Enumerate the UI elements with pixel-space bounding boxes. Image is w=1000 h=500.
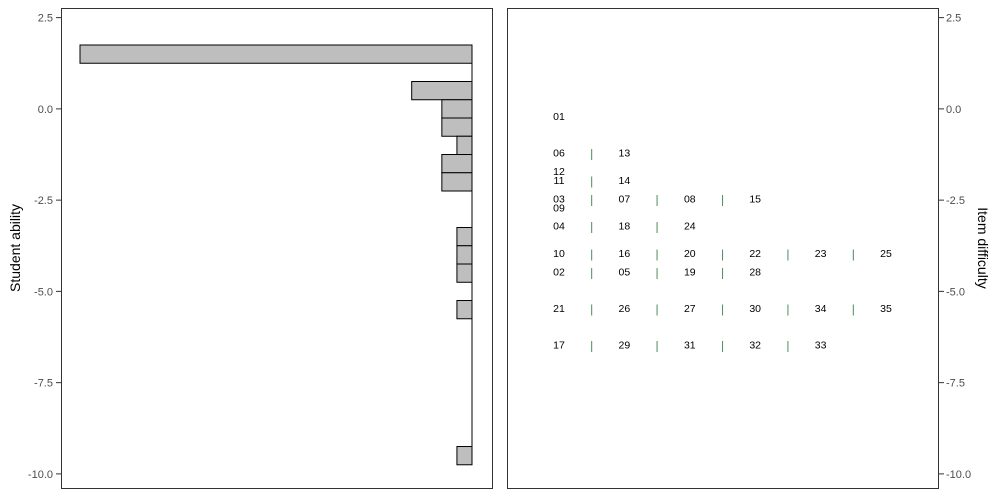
item-label-11: 11 xyxy=(554,175,565,187)
item-label-06: 06 xyxy=(553,148,565,160)
item-label-01: 01 xyxy=(553,111,565,123)
item-label-02: 02 xyxy=(553,266,565,278)
right-tick-label-5: -10.0 xyxy=(946,469,971,481)
right-y-axis: 2.5 0.0 -2.5 -5.0 -7.5 -10.0 xyxy=(938,13,971,481)
item-label-30: 30 xyxy=(749,303,761,315)
histogram-bar-5 xyxy=(441,154,473,174)
item-label-25: 25 xyxy=(880,248,892,260)
item-label-21: 21 xyxy=(553,303,565,315)
item-label-03: 03 xyxy=(553,193,565,205)
ability-histogram xyxy=(79,44,473,466)
item-separator: | xyxy=(590,302,593,316)
right-tick-label-2: -2.5 xyxy=(946,195,965,207)
item-separator: | xyxy=(786,338,789,352)
histogram-bar-1 xyxy=(411,81,473,101)
right-y-axis-label: Item difficulty xyxy=(975,207,991,288)
item-separator: | xyxy=(656,265,659,279)
item-separator: | xyxy=(590,174,593,188)
left-tick-label-2: -2.5 xyxy=(34,195,53,207)
item-label-17: 17 xyxy=(553,339,565,351)
left-panel-frame xyxy=(61,8,493,489)
item-separator: | xyxy=(590,247,593,261)
left-y-axis-label: Student ability xyxy=(7,204,23,292)
item-separator: | xyxy=(656,247,659,261)
item-separator: | xyxy=(656,220,659,234)
right-tick-label-1: 0.0 xyxy=(946,104,961,116)
item-separator: | xyxy=(852,302,855,316)
item-label-35: 35 xyxy=(880,303,892,315)
right-tick-label-4: -7.5 xyxy=(946,378,965,390)
item-label-05: 05 xyxy=(619,266,631,278)
item-separator: | xyxy=(786,247,789,261)
left-tick-label-5: -10.0 xyxy=(28,469,53,481)
item-label-23: 23 xyxy=(815,248,827,260)
histogram-bar-11 xyxy=(456,446,473,466)
item-label-07: 07 xyxy=(619,193,631,205)
item-label-04: 04 xyxy=(553,221,565,233)
item-label-15: 15 xyxy=(749,193,761,205)
student-ability-panel: 2.5 0.0 -2.5 -5.0 -7.5 -10.0 Student ability xyxy=(7,8,493,489)
left-tick-label-4: -7.5 xyxy=(34,378,53,390)
item-label-12: 12 xyxy=(553,166,565,178)
item-label-29: 29 xyxy=(619,339,631,351)
left-tick-label-0: 2.5 xyxy=(38,13,53,25)
item-separator: | xyxy=(721,192,724,206)
item-separator: | xyxy=(786,302,789,316)
histogram-bar-3 xyxy=(441,117,473,137)
item-label-32: 32 xyxy=(749,339,761,351)
histogram-bar-9 xyxy=(456,263,473,283)
item-separator: | xyxy=(656,192,659,206)
histogram-bar-10 xyxy=(456,300,473,320)
right-panel-frame xyxy=(507,8,939,489)
histogram-bar-7 xyxy=(456,227,473,247)
item-label-34: 34 xyxy=(815,303,827,315)
item-label-31: 31 xyxy=(684,339,696,351)
right-tick-label-3: -5.0 xyxy=(946,286,965,298)
histogram-bar-6 xyxy=(441,172,473,192)
histogram-bar-2 xyxy=(441,99,473,119)
item-label-10: 10 xyxy=(553,248,565,260)
item-separator: | xyxy=(656,338,659,352)
item-label-28: 28 xyxy=(749,266,761,278)
right-tick-label-0: 2.5 xyxy=(946,13,961,25)
item-separator: | xyxy=(721,265,724,279)
item-separator: | xyxy=(721,302,724,316)
item-label-18: 18 xyxy=(619,221,631,233)
item-separator: | xyxy=(590,147,593,161)
item-label-16: 16 xyxy=(619,248,631,260)
item-separator: | xyxy=(590,265,593,279)
item-label-09: 09 xyxy=(553,202,565,214)
item-label-33: 33 xyxy=(815,339,827,351)
item-label-27: 27 xyxy=(684,303,696,315)
item-separator: | xyxy=(590,338,593,352)
item-label-24: 24 xyxy=(684,221,696,233)
item-label-20: 20 xyxy=(684,248,696,260)
item-label-22: 22 xyxy=(749,248,761,260)
item-label-19: 19 xyxy=(684,266,696,278)
item-label-13: 13 xyxy=(619,148,631,160)
item-label-26: 26 xyxy=(619,303,631,315)
histogram-bar-4 xyxy=(456,135,473,156)
left-tick-label-1: 0.0 xyxy=(38,104,53,116)
item-separator: | xyxy=(721,338,724,352)
item-label-14: 14 xyxy=(619,175,631,187)
item-separator: | xyxy=(852,247,855,261)
left-tick-label-3: -5.0 xyxy=(34,286,53,298)
item-label-08: 08 xyxy=(684,193,696,205)
item-separator: | xyxy=(590,192,593,206)
item-separator: | xyxy=(590,220,593,234)
histogram-bar-8 xyxy=(456,245,473,265)
histogram-bar-0 xyxy=(79,44,473,64)
item-separator: | xyxy=(721,247,724,261)
left-y-axis: 2.5 0.0 -2.5 -5.0 -7.5 -10.0 xyxy=(28,13,62,481)
item-separator: | xyxy=(656,302,659,316)
